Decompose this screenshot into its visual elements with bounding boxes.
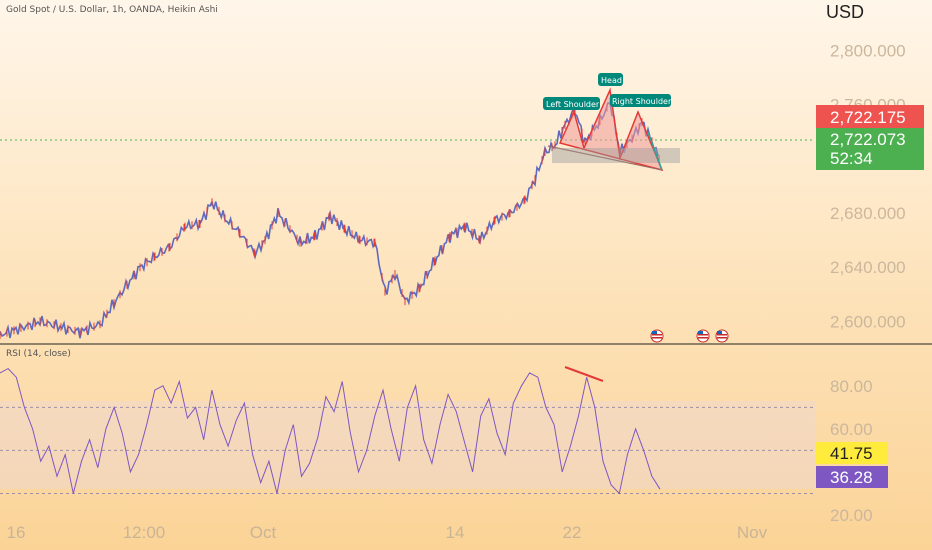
rsi-levels — [0, 406, 815, 494]
rsi-band — [0, 401, 815, 489]
price-badge-ask: 2,722.175 — [816, 105, 924, 128]
us-flag-icon[interactable] — [715, 329, 729, 343]
rsi-badge-yellow: 41.75 — [816, 442, 888, 464]
price-tick-label: 2,640.000 — [830, 258, 906, 277]
rsi-tick-label: 20.00 — [830, 506, 873, 525]
svg-text:52:34: 52:34 — [830, 149, 873, 168]
right-shoulder-label: Right Shoulder — [610, 94, 672, 107]
breakdown-arrow — [647, 131, 663, 171]
time-tick-label: 12:00 — [123, 523, 166, 542]
svg-text:41.75: 41.75 — [830, 444, 873, 463]
svg-text:Head: Head — [601, 76, 622, 85]
rsi-pane: RSI (14, close) 80.00 60.00 20.00 41.75 36… — [0, 349, 888, 525]
rsi-title: RSI (14, close) — [6, 349, 71, 359]
price-series — [0, 97, 660, 339]
price-tick-label: 2,680.000 — [830, 204, 906, 223]
price-tick-label: 2,800.000 — [830, 41, 906, 60]
rsi-divergence-line — [564, 366, 604, 382]
left-shoulder-label: Left Shoulder — [543, 97, 600, 110]
target-zone — [552, 148, 680, 163]
price-pane: Gold Spot / U.S. Dollar, 1h, OANDA, Heik… — [0, 2, 924, 343]
time-axis: 16 12:00 Oct 14 22 Nov — [7, 523, 768, 542]
time-tick-label: Oct — [250, 523, 277, 542]
svg-text:2,722.175: 2,722.175 — [830, 108, 906, 127]
svg-text:Right Shoulder: Right Shoulder — [612, 97, 672, 106]
head-label: Head — [598, 73, 623, 86]
head-shoulders-pattern: Left Shoulder Head Right Shoulder — [543, 73, 680, 172]
us-flag-icon[interactable] — [696, 329, 710, 343]
chart-title: Gold Spot / U.S. Dollar, 1h, OANDA, Heik… — [6, 5, 218, 15]
price-axis: 2,800.0002,760.0002,680.0002,640.0002,60… — [830, 41, 906, 331]
svg-text:36.28: 36.28 — [830, 468, 873, 487]
time-tick-label: 14 — [446, 523, 465, 542]
time-tick-label: 22 — [563, 523, 582, 542]
time-tick-label: 16 — [7, 523, 26, 542]
price-badge-bid: 2,722.073 52:34 — [816, 128, 924, 170]
us-flag-icon[interactable] — [650, 329, 664, 343]
rsi-tick-label: 80.00 — [830, 377, 873, 396]
svg-text:Left Shoulder: Left Shoulder — [546, 100, 600, 109]
time-tick-label: Nov — [737, 523, 768, 542]
neckline — [547, 145, 663, 171]
currency-label: USD — [826, 2, 864, 22]
price-tick-label: 2,600.000 — [830, 312, 906, 331]
rsi-badge-purple: 36.28 — [816, 466, 888, 488]
rsi-axis: 80.00 60.00 20.00 — [830, 377, 873, 525]
rsi-tick-label: 60.00 — [830, 420, 873, 439]
rsi-line — [0, 367, 661, 495]
svg-text:2,722.073: 2,722.073 — [830, 130, 906, 149]
